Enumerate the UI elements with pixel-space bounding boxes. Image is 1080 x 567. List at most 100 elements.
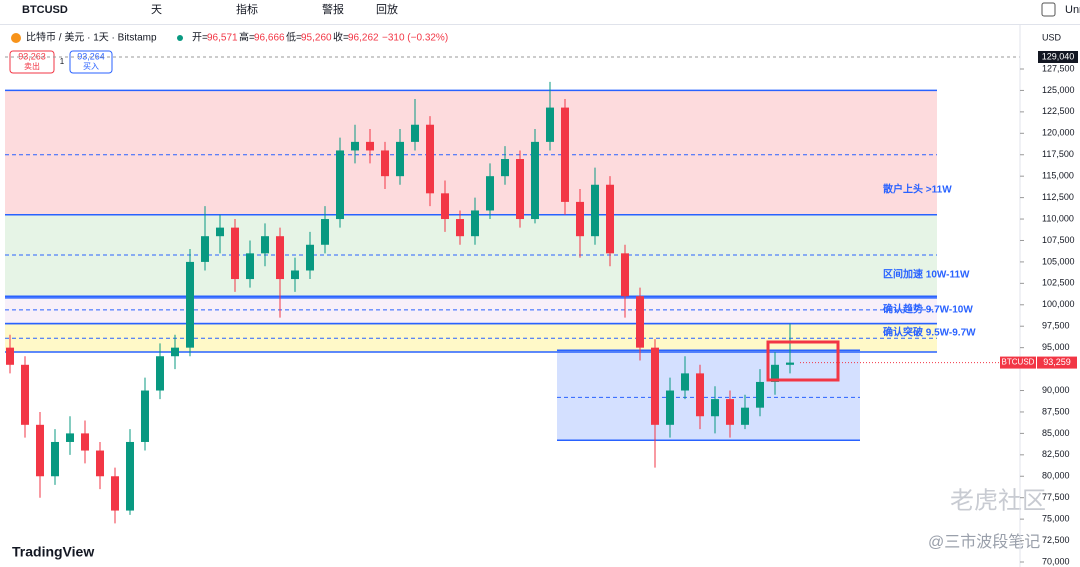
sell-price[interactable]: 93,263	[18, 51, 46, 61]
candle-body	[366, 141, 374, 151]
zone-label: 散户上头 >11W	[883, 183, 952, 196]
candle-body	[606, 184, 614, 254]
candle-body	[66, 433, 74, 442]
zone	[5, 90, 937, 215]
candle-body	[111, 476, 119, 511]
candle-body	[186, 261, 194, 348]
candles	[6, 81, 794, 524]
candle-body	[516, 159, 524, 220]
candle-body	[276, 236, 284, 280]
y-tick-label: 82,500	[1042, 449, 1070, 459]
candle-body	[126, 441, 134, 511]
y-tick-label: 122,500	[1042, 106, 1075, 116]
y-tick-label: 125,000	[1042, 85, 1075, 95]
value: 95,260	[301, 33, 332, 44]
candle-body	[666, 390, 674, 425]
y-tick-label: 127,500	[1042, 63, 1075, 73]
toolbar-right[interactable]: Unr	[1065, 4, 1080, 16]
zone	[5, 297, 937, 324]
value: 96,262	[348, 33, 379, 44]
candle-body	[786, 362, 794, 365]
y-tick-label: 77,500	[1042, 492, 1070, 502]
candle-body	[561, 107, 569, 202]
candle-body	[456, 219, 464, 237]
candle-body	[696, 373, 704, 417]
interval[interactable]: 天	[151, 4, 162, 16]
candle-body	[741, 407, 749, 425]
zone-label: 确认趋势 9.7W-10W	[883, 303, 973, 316]
candle-body	[441, 193, 449, 220]
label: 收=	[333, 31, 349, 44]
indicators[interactable]: 指标	[236, 2, 258, 16]
value: 96,571	[207, 33, 238, 44]
y-tick-label: 95,000	[1042, 342, 1070, 352]
candle-body	[36, 424, 44, 477]
top-price: 129,040	[1042, 51, 1075, 61]
currency: USD	[1042, 32, 1062, 42]
candle-body	[201, 236, 209, 262]
y-tick-label: 70,000	[1042, 556, 1070, 566]
symbol-tag-text: BTCUSD	[1002, 358, 1035, 367]
btc-icon	[11, 33, 21, 43]
y-tick-label: 80,000	[1042, 471, 1070, 481]
y-tick-label: 117,500	[1042, 149, 1074, 159]
y-tick-label: 85,000	[1042, 428, 1070, 438]
value: 96,666	[254, 33, 285, 44]
y-tick-label: 102,500	[1042, 278, 1075, 288]
checkbox[interactable]	[1041, 2, 1056, 17]
highlight-box	[766, 340, 840, 382]
candle-body	[501, 159, 509, 177]
last-price-tag	[1037, 356, 1077, 369]
community-watermark: 老虎社区	[950, 487, 1046, 514]
y-tick-label: 112,500	[1042, 192, 1074, 202]
qty: 1	[60, 57, 65, 66]
candle-body	[6, 347, 14, 365]
y-tick-label: 87,500	[1042, 406, 1070, 416]
buy-price[interactable]: 93,264	[77, 51, 105, 61]
symbol[interactable]: BTCUSD	[22, 4, 68, 16]
y-tick-label: 105,000	[1042, 256, 1075, 266]
y-tick-label: 110,000	[1042, 213, 1074, 223]
candle-body	[171, 347, 179, 357]
zone	[557, 350, 860, 441]
candle-body	[321, 219, 329, 245]
y-tick-label: 90,000	[1042, 385, 1070, 395]
candle-body	[426, 124, 434, 194]
y-tick-label: 75,000	[1042, 514, 1070, 524]
legend: 比特币 / 美元 · 1天 · Bitstamp 开= 96,571 高= 96…	[26, 31, 448, 44]
candle-body	[231, 227, 239, 280]
candle-body	[291, 270, 299, 280]
change: −310 (−0.32%)	[382, 33, 448, 44]
candle-body	[411, 124, 419, 142]
candle-body	[681, 373, 689, 391]
y-tick-label: 100,000	[1042, 299, 1075, 309]
brand: TradingView	[12, 544, 94, 560]
candle-body	[711, 399, 719, 417]
candle-body	[546, 107, 554, 142]
candle-body	[96, 450, 104, 477]
candle-body	[156, 356, 164, 391]
buy-label[interactable]: 买入	[83, 62, 99, 71]
candle-body	[486, 176, 494, 211]
legend-title: 比特币 / 美元 · 1天 · Bitstamp	[26, 31, 157, 44]
candle-body	[306, 244, 314, 271]
candle-body	[651, 347, 659, 425]
y-tick-label: 97,500	[1042, 321, 1070, 331]
candle-body	[771, 364, 779, 382]
author-watermark: @三市波段笔记	[928, 533, 1040, 551]
replay[interactable]: 回放	[376, 2, 398, 16]
alerts[interactable]: 警报	[322, 2, 344, 16]
label: 高=	[239, 31, 255, 44]
sell-label[interactable]: 卖出	[24, 61, 40, 71]
candle-body	[51, 441, 59, 477]
candle-body	[21, 364, 29, 425]
candle-body	[261, 236, 269, 254]
y-tick-label: 115,000	[1042, 171, 1074, 181]
candle-body	[531, 141, 539, 220]
candle-body	[381, 150, 389, 177]
candle-body	[246, 253, 254, 280]
candle-body	[726, 399, 734, 425]
label: 低=	[286, 31, 302, 44]
